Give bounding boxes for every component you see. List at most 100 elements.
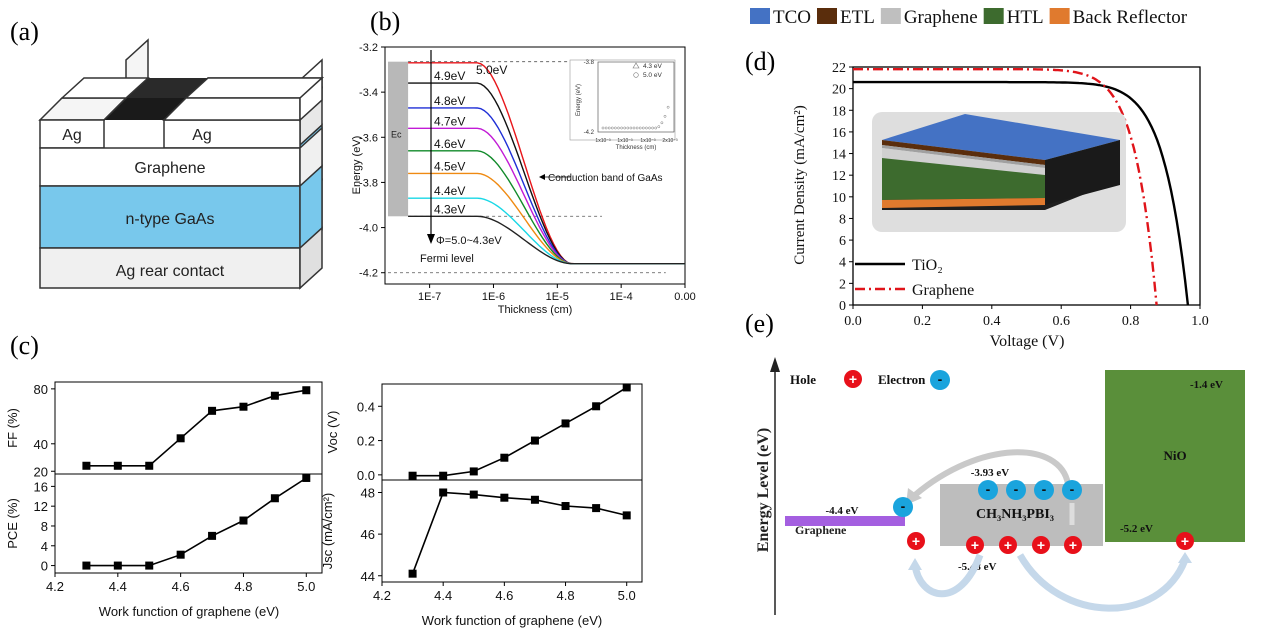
inset-xtick: 1x10⁻³ (640, 138, 655, 144)
legend-label: HTL (1007, 7, 1044, 28)
legend-swatch (750, 8, 770, 24)
device-graphene-face (882, 145, 1045, 168)
inset-xlabel: Thickness (cm) (616, 145, 657, 151)
ylabel: Voc (V) (325, 411, 340, 454)
xtick-label: 1E-7 (418, 291, 441, 303)
top-legend: TCO ETL Graphene HTL Back Reflector (750, 7, 1188, 28)
hole-transfer-arrow-right (1016, 553, 1189, 612)
ylabel: Jsc (mA/cm²) (320, 493, 335, 570)
ytick-label: -3.2 (359, 42, 378, 54)
xtick-label: 4.6 (172, 579, 190, 594)
phi-arrowhead (427, 234, 435, 244)
xtick-label: 0.6 (1052, 314, 1070, 329)
data-point (592, 402, 601, 411)
plot-b-frame (384, 46, 686, 285)
hole-circle (1064, 536, 1082, 554)
device-stack-illustration (872, 112, 1126, 232)
ytick-label: 16 (34, 479, 48, 494)
data-point (113, 461, 122, 470)
electron-particle: - (1006, 480, 1026, 500)
plot-d-ylabel: Current Density (mA/cm²) (792, 105, 808, 264)
ytick-label: 0 (41, 559, 48, 574)
panel-a-label: (a) (10, 17, 39, 46)
data-point (176, 550, 185, 559)
data-point (500, 453, 509, 462)
data-point (592, 504, 601, 513)
ytick-label: 46 (361, 527, 375, 542)
ag-right-front (163, 119, 301, 149)
hole-sign: + (971, 537, 979, 553)
plot-b-inset: -3.8 -4.2 Energy (eV) 1x10⁻³ 1x10⁻³ 1x10… (569, 59, 678, 151)
series-label: 4.7eV (434, 114, 465, 128)
data-point (82, 461, 91, 470)
inset-point (601, 126, 605, 130)
ytick-label: 2 (839, 277, 846, 292)
xtick-label: 1.0 (1191, 314, 1209, 329)
data-point (500, 493, 509, 502)
inset-point (629, 126, 633, 130)
plot-b-xlabel: Thickness (cm) (498, 304, 573, 316)
hole-particle: + (1176, 532, 1194, 550)
data-point (408, 569, 417, 578)
xtick-label: 4.8 (556, 588, 574, 603)
energy-axis-label: Energy Level (eV) (755, 428, 772, 552)
electron-particle: - (978, 480, 998, 500)
perovskite-cb-label: -3.93 eV (971, 467, 1010, 479)
plot-c-voc: 0.0 0.2 0.4 Voc (V) (325, 383, 643, 483)
inset-point (604, 126, 608, 130)
legend-swatch (817, 8, 837, 24)
inset-point (660, 121, 664, 125)
data-point (208, 531, 217, 540)
electron-particle: - (1062, 480, 1082, 500)
legend-swatch (880, 8, 901, 24)
data-line (412, 386, 628, 477)
data-point (302, 386, 311, 395)
xtick-label: 4.6 (495, 588, 513, 603)
xtick-label: 5.0 (297, 579, 315, 594)
inset-legend-label: 4.3 eV (643, 63, 662, 70)
ytick-label: 16 (832, 126, 846, 141)
nio-block (1105, 370, 1245, 542)
iv-curve (853, 80, 1190, 306)
ec-label: Ec (391, 129, 402, 139)
hole-sign: + (1069, 537, 1077, 553)
series-label: 4.5eV (434, 159, 465, 173)
ylabel: FF (%) (5, 408, 20, 448)
ytick-label: 4 (839, 256, 846, 271)
xtick-label: 4.4 (434, 588, 452, 603)
ytick-label: 80 (34, 382, 48, 397)
data-point (239, 402, 248, 411)
series-label: 4.3eV (434, 202, 465, 216)
plot-d: 0 2 4 6 8 10 12 14 16 18 20 22 0.0 0.2 0.4 0.6 0.8 1.0 (832, 61, 1209, 329)
inset-point (617, 126, 620, 130)
inset-point (614, 126, 617, 130)
electron-sign: - (901, 498, 906, 514)
c-right-xlabel: Work function of graphene (eV) (422, 613, 602, 628)
hole-particle: + (966, 536, 984, 554)
data-line (411, 491, 627, 574)
panel-d: (d) 0 2 4 6 8 10 12 14 16 18 20 22 0.0 0.2 0.4 0.6 0.8 1.… (745, 47, 1209, 350)
electron-transfer-arrow (913, 449, 1071, 498)
hole-sign: + (1004, 537, 1012, 553)
rear-contact-label: Ag rear contact (116, 263, 225, 280)
rear-contact-layer (39, 247, 301, 289)
graphene-label-e: Graphene (795, 523, 847, 537)
hole-particle: + (844, 370, 862, 388)
groove (104, 98, 186, 120)
electron-particle: - (893, 497, 913, 517)
inset-xtick: 1x10⁻³ (595, 138, 610, 144)
cb-annotation-arrowhead (539, 174, 545, 180)
electron-particle: - (930, 370, 950, 390)
ytick-label: 0 (839, 299, 846, 314)
graphene-layer-label: Graphene (134, 160, 205, 177)
electron-sign: - (1042, 481, 1047, 497)
inset-legend-label: 5.0 eV (643, 72, 662, 79)
panel-e: (e) Energy Level (eV) -1.4 eV NiO -5.2 e… (745, 309, 1245, 615)
hole-particle: + (907, 532, 925, 550)
legend-electron-label: Electron (878, 372, 926, 387)
fermi-level-label: Fermi level (420, 253, 474, 265)
ag-right-cap (184, 77, 324, 99)
xtick-label: 1E-6 (482, 291, 505, 303)
